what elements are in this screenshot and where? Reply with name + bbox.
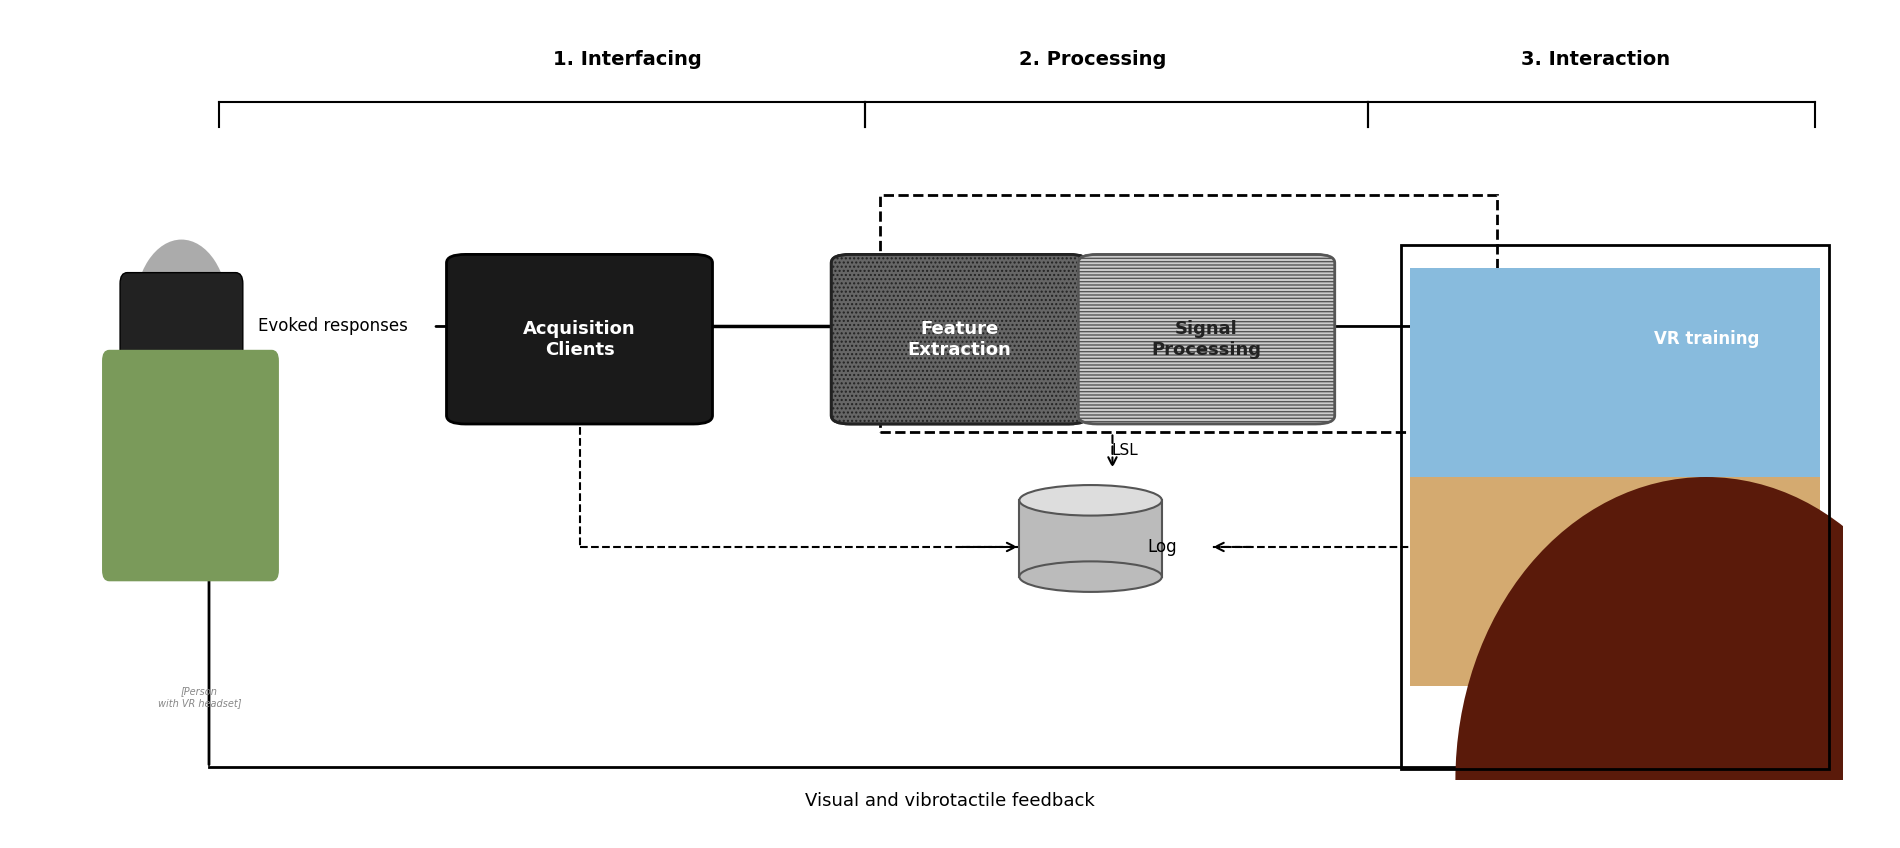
Text: 2. Processing: 2. Processing [1018,50,1167,69]
Text: Visual and vibrotactile feedback: Visual and vibrotactile feedback [806,792,1094,811]
Text: [Person
with VR headset]: [Person with VR headset] [158,687,241,708]
Text: 1. Interfacing: 1. Interfacing [553,50,701,69]
FancyBboxPatch shape [1410,477,1820,687]
FancyBboxPatch shape [832,254,1087,424]
Text: Feature
Extraction: Feature Extraction [908,320,1011,359]
Text: Control Signal: Control Signal [1448,317,1564,336]
FancyBboxPatch shape [1410,268,1820,477]
Circle shape [135,239,228,382]
Wedge shape [1455,477,1900,780]
Text: Evoked responses: Evoked responses [258,317,407,336]
Text: LSL: LSL [1112,443,1138,458]
FancyBboxPatch shape [103,349,279,582]
Text: Acquisition
Clients: Acquisition Clients [522,320,636,359]
Ellipse shape [1018,561,1161,592]
Text: 3. Interaction: 3. Interaction [1522,50,1670,69]
Text: Log: Log [1148,538,1176,556]
FancyBboxPatch shape [120,273,243,361]
Text: VR training: VR training [1653,330,1759,349]
FancyBboxPatch shape [1079,254,1334,424]
FancyBboxPatch shape [1018,500,1161,577]
Text: Signal
Processing: Signal Processing [1151,320,1262,359]
Ellipse shape [1018,485,1161,516]
FancyBboxPatch shape [446,254,712,424]
